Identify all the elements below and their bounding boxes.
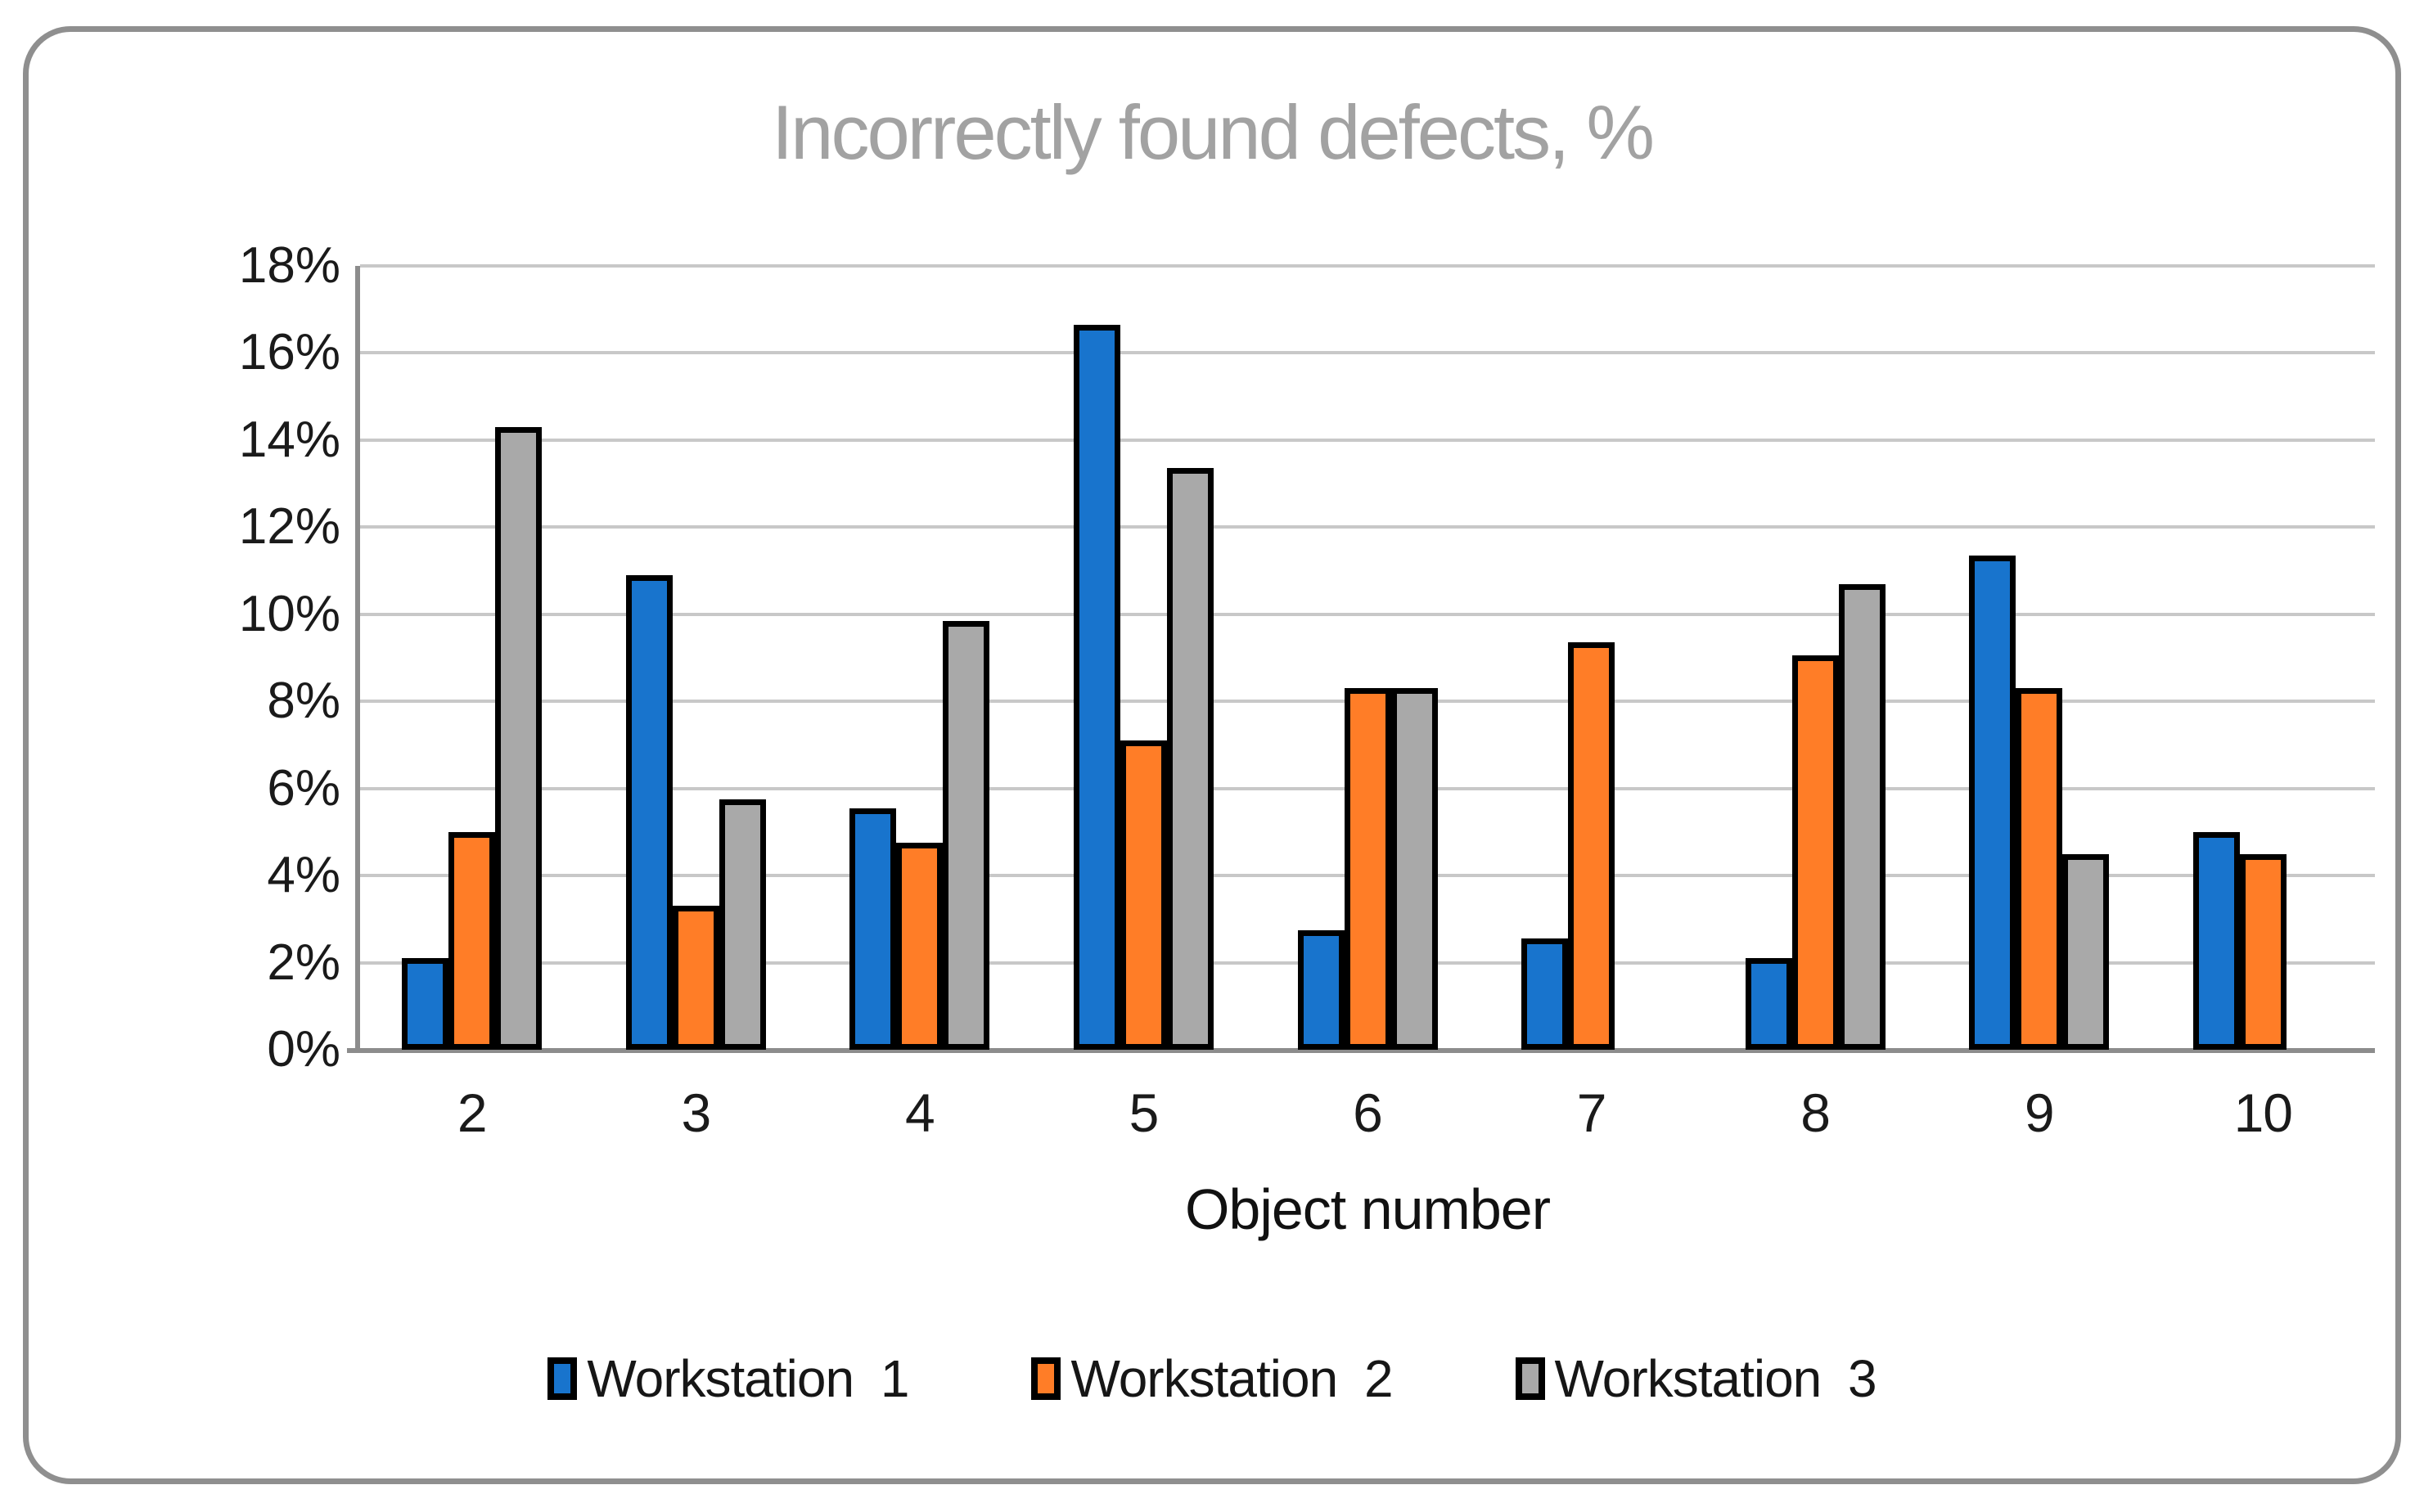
bar-workstation-3-object-5 [1166, 468, 1214, 1050]
legend-item-workstation-1: Workstation 1 [547, 1348, 909, 1409]
bar-workstation-1-object-10 [2192, 831, 2240, 1050]
gridline-18 [360, 264, 2375, 268]
bar-workstation-1-object-7 [1521, 938, 1569, 1050]
legend-swatch-workstation-3 [1515, 1357, 1545, 1400]
gridline-12 [360, 525, 2375, 529]
legend-item-workstation-2: Workstation 2 [1031, 1348, 1394, 1409]
bar-workstation-1-object-4 [849, 808, 897, 1050]
bar-workstation-1-object-3 [625, 574, 673, 1050]
bar-workstation-2-object-3 [672, 906, 719, 1050]
chart-title: Incorrectly found defects, % [772, 89, 1655, 175]
y-tick-label-16: 16% [238, 324, 340, 381]
bars-container [360, 266, 2375, 1050]
bar-group-object-5 [1032, 266, 1256, 1050]
bar-group-object-3 [584, 266, 809, 1050]
bar-workstation-2-object-4 [896, 843, 944, 1050]
x-tick-label-8: 8 [1800, 1082, 1831, 1143]
bar-workstation-1-object-2 [402, 958, 449, 1050]
bar-workstation-1-object-6 [1297, 929, 1345, 1050]
x-tick-label-9: 9 [2024, 1082, 2055, 1143]
x-axis-line [347, 1048, 2375, 1053]
x-tick-label-7: 7 [1576, 1082, 1607, 1143]
y-axis-line [355, 266, 360, 1053]
bar-workstation-2-object-9 [2016, 688, 2063, 1050]
y-axis-tick-labels: 0% 2% 4% 6% 8% 10% 12% 14% 16% 18% [188, 241, 340, 1075]
bar-workstation-2-object-7 [1568, 642, 1615, 1050]
legend-swatch-workstation-2 [1031, 1357, 1061, 1400]
legend-label-workstation-2: Workstation 2 [1070, 1349, 1393, 1408]
bar-workstation-2-object-5 [1120, 740, 1167, 1050]
bar-workstation-2-object-2 [448, 831, 496, 1050]
x-tick-label-10: 10 [2233, 1082, 2293, 1143]
x-tick-label-6: 6 [1353, 1082, 1383, 1143]
bar-group-object-2 [360, 266, 584, 1050]
gridline-16 [360, 351, 2375, 355]
bar-workstation-3-object-6 [1390, 688, 1438, 1050]
gridline-10 [360, 612, 2375, 616]
bar-workstation-3-object-3 [719, 799, 766, 1050]
y-tick-label-0: 0% [267, 1021, 340, 1078]
legend-item-workstation-3: Workstation 3 [1515, 1348, 1877, 1409]
x-tick-label-2: 2 [457, 1082, 488, 1143]
legend-label-workstation-1: Workstation 1 [587, 1349, 909, 1408]
bar-workstation-2-object-10 [2239, 853, 2287, 1050]
bar-workstation-2-object-6 [1344, 688, 1391, 1050]
x-tick-label-4: 4 [905, 1082, 935, 1143]
bar-group-object-9 [1927, 266, 2151, 1050]
bar-workstation-1-object-8 [1745, 958, 1792, 1050]
y-tick-label-14: 14% [238, 411, 340, 468]
y-tick-label-18: 18% [238, 237, 340, 294]
plot-area [347, 264, 2375, 1053]
bar-group-object-4 [808, 266, 1032, 1050]
bar-group-object-8 [1703, 266, 1927, 1050]
bar-workstation-3-object-9 [2062, 853, 2110, 1050]
bar-group-object-6 [1255, 266, 1480, 1050]
bar-group-object-10 [2151, 266, 2376, 1050]
legend-swatch-workstation-1 [547, 1357, 578, 1400]
y-tick-label-10: 10% [238, 585, 340, 642]
x-axis-title: Object number [1184, 1177, 1551, 1241]
bar-group-object-7 [1480, 266, 1704, 1050]
chart-legend: Workstation 1 Workstation 2 Workstation 3 [0, 1348, 2424, 1409]
bar-workstation-1-object-9 [1969, 555, 2016, 1050]
y-tick-label-12: 12% [238, 498, 340, 556]
x-tick-label-3: 3 [681, 1082, 711, 1143]
x-axis-tick-labels: 2 3 4 5 6 7 8 9 10 [360, 1082, 2375, 1144]
bar-workstation-2-object-8 [1791, 655, 1839, 1050]
gridline-14 [360, 438, 2375, 442]
x-tick-label-5: 5 [1129, 1082, 1160, 1143]
bar-workstation-3-object-8 [1838, 583, 1886, 1050]
y-tick-label-6: 6% [267, 759, 340, 817]
y-tick-label-4: 4% [267, 847, 340, 904]
bar-workstation-3-object-2 [495, 426, 543, 1050]
bar-workstation-1-object-5 [1073, 324, 1120, 1050]
legend-label-workstation-3: Workstation 3 [1554, 1349, 1877, 1408]
y-tick-label-8: 8% [267, 673, 340, 730]
bar-workstation-3-object-4 [943, 620, 990, 1050]
y-tick-label-2: 2% [267, 934, 340, 991]
